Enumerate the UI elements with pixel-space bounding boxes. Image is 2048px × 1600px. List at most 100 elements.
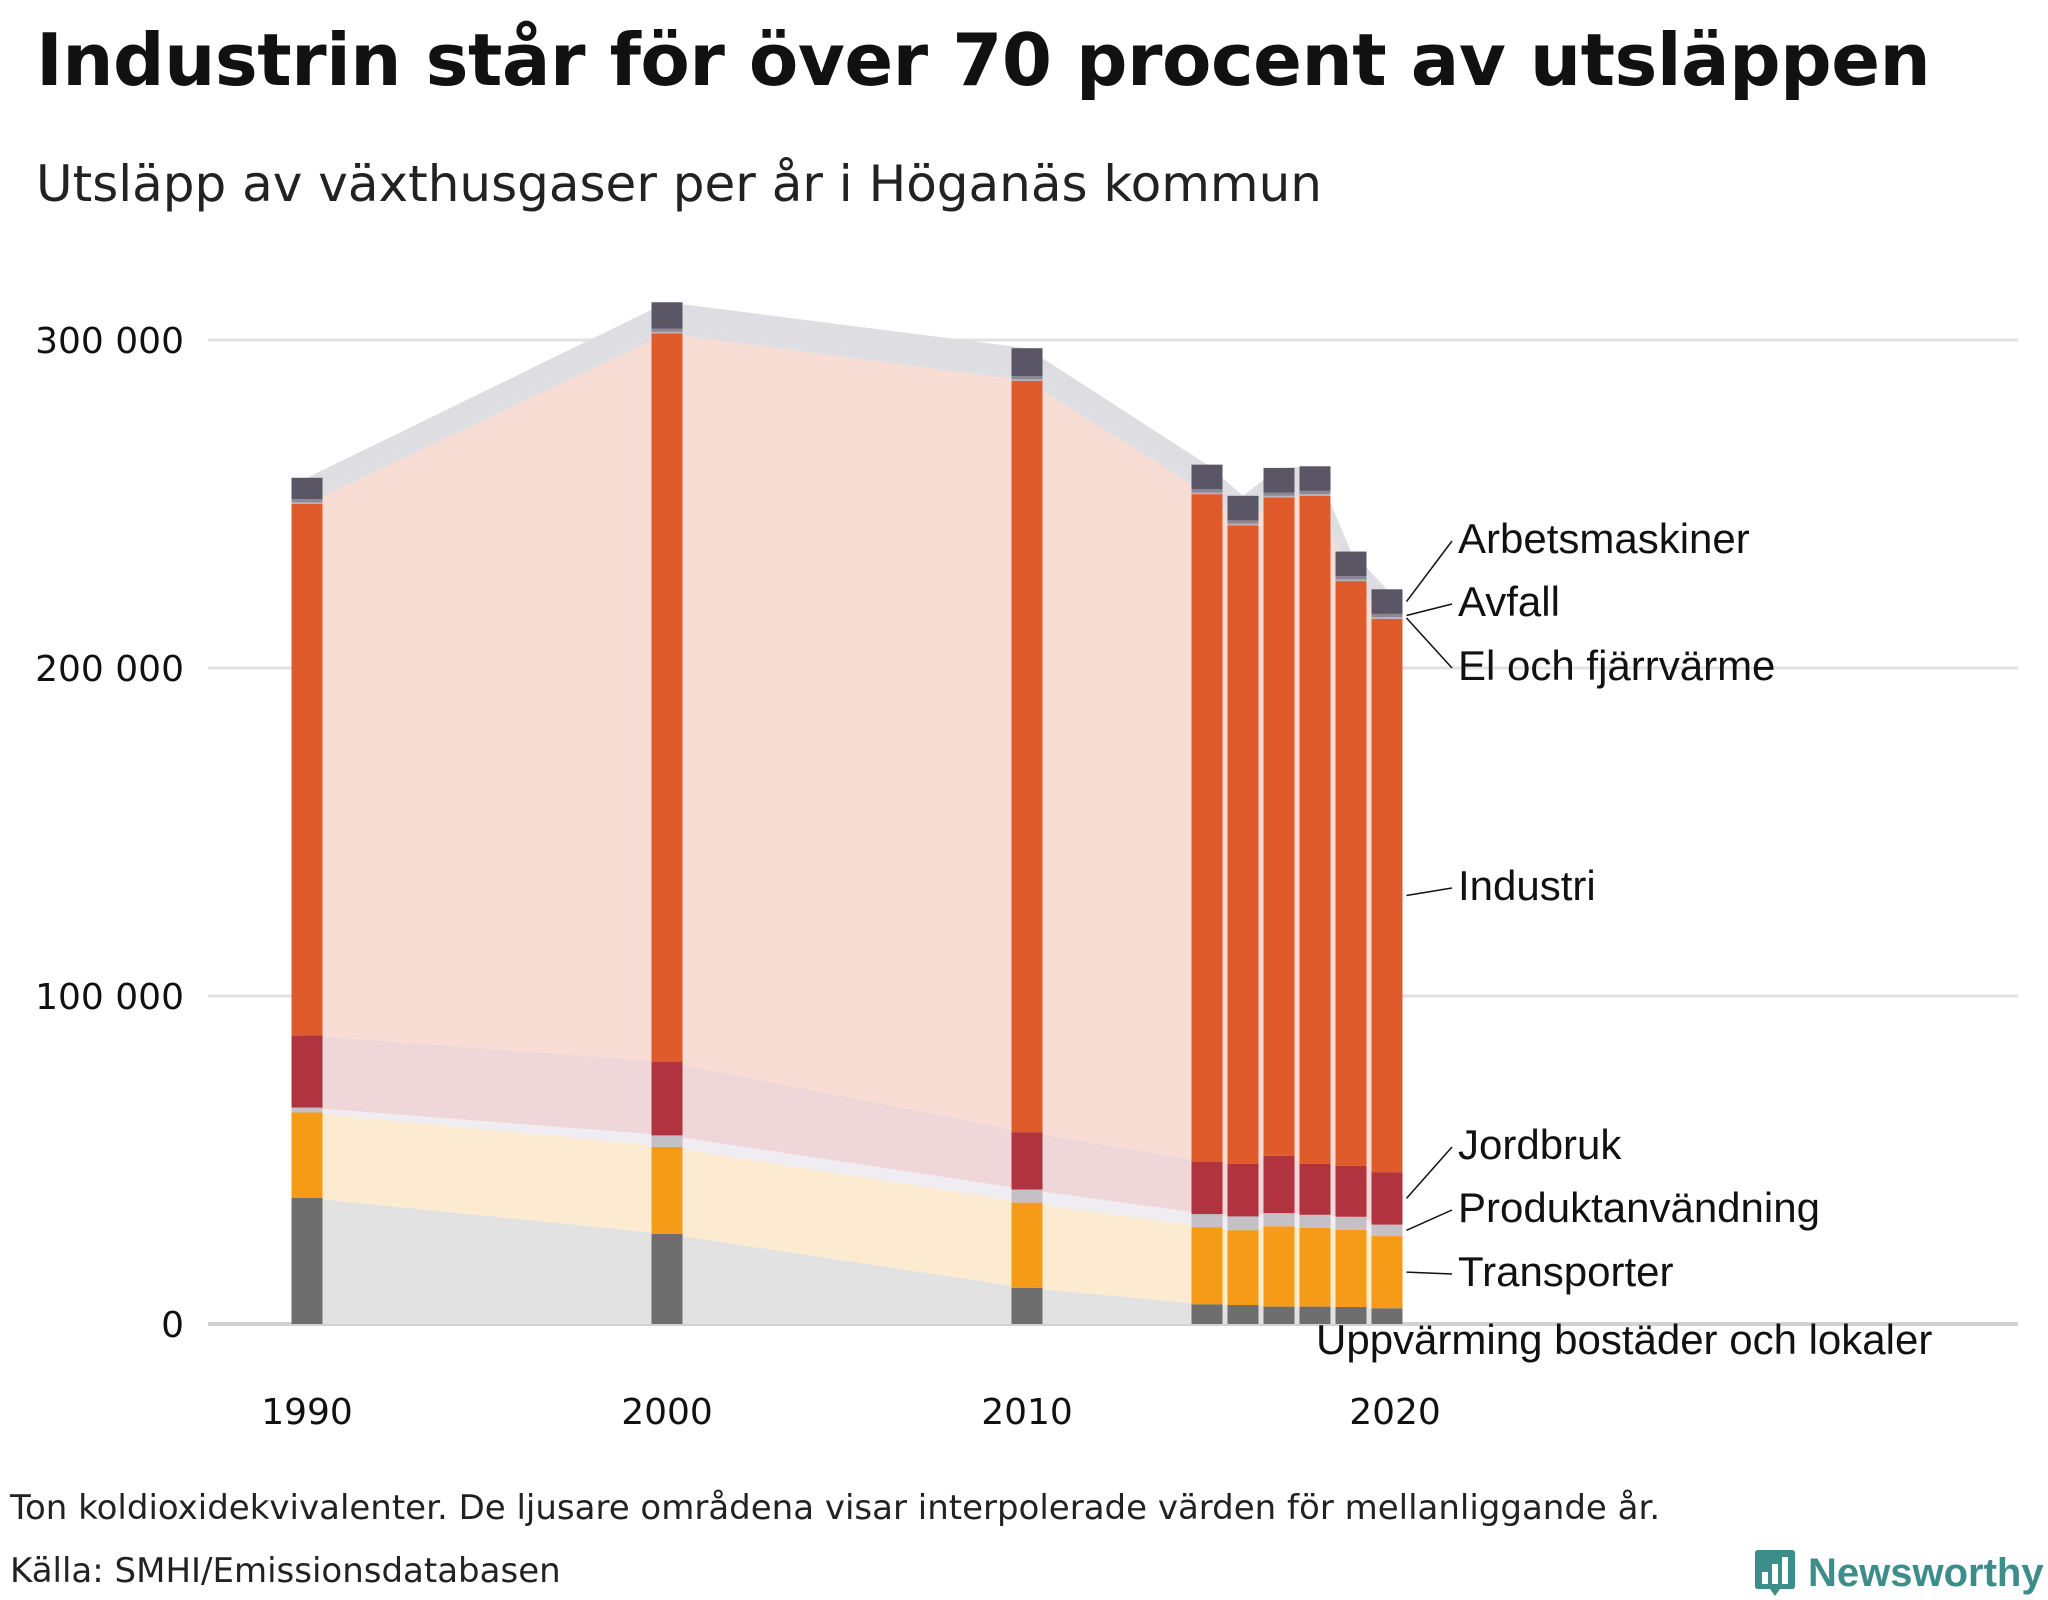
bar-segment <box>651 1135 683 1147</box>
bar-segment <box>1371 618 1403 1173</box>
bar-segment <box>291 499 323 503</box>
area-band <box>307 1107 1387 1237</box>
bar-segment <box>291 1107 323 1113</box>
leader-line <box>1406 887 1453 897</box>
bar-segment <box>1335 1229 1367 1307</box>
leader-line <box>1405 617 1453 669</box>
bar-segment <box>1227 495 1259 521</box>
bar-segment <box>1371 613 1403 618</box>
bar-segment <box>651 328 683 332</box>
series-label: Jordbruk <box>1458 1121 1622 1168</box>
bar-segment <box>1299 1306 1331 1324</box>
bar-segment <box>651 1146 683 1234</box>
bar-segment <box>1011 348 1043 377</box>
bar-segment <box>291 477 323 500</box>
bar-segment <box>1011 1287 1043 1324</box>
area-band <box>307 1112 1387 1309</box>
area-band <box>307 302 1387 614</box>
bar-segment <box>651 1061 683 1136</box>
bar-segment <box>1263 1213 1295 1227</box>
newsworthy-logo: Newsworthy <box>1754 1548 2044 1598</box>
bar-segment <box>1371 617 1403 619</box>
bar-segment <box>1011 376 1043 380</box>
y-tick-label: 300 000 <box>35 321 184 362</box>
bar-segment <box>1011 1202 1043 1288</box>
bar-segment <box>1191 1227 1223 1305</box>
bar-segment <box>1011 1132 1043 1190</box>
bar-segment <box>1227 525 1259 1164</box>
leader-line <box>1405 1146 1453 1199</box>
leader-line <box>1406 1271 1453 1275</box>
bar-segment <box>291 504 323 1036</box>
bar-segment <box>651 302 683 329</box>
bar-segment <box>1191 489 1223 493</box>
bar-segment <box>1299 494 1331 496</box>
area-band <box>307 1197 1387 1324</box>
bar-segment <box>1191 464 1223 490</box>
interpolated-areas <box>307 302 1387 1324</box>
source-note: Källa: SMHI/Emissionsdatabasen <box>10 1551 561 1591</box>
x-axis-ticks: 1990 2000 2010 2020 <box>261 1392 1441 1433</box>
x-tick-label: 1990 <box>261 1392 353 1433</box>
bar-segment <box>1371 1308 1403 1324</box>
series-label: Transporter <box>1458 1248 1674 1295</box>
bar-segment <box>1191 492 1223 495</box>
bar-segment <box>1299 1214 1331 1228</box>
series-label: Arbetsmaskiner <box>1458 515 1750 562</box>
brand-name: Newsworthy <box>1808 1550 2044 1595</box>
area-band <box>307 1035 1387 1225</box>
x-tick-label: 2000 <box>621 1392 713 1433</box>
bar-segment <box>1299 1227 1331 1307</box>
bar-segment <box>1371 1236 1403 1309</box>
bar-chart-icon <box>1755 1550 1795 1596</box>
x-tick-label: 2010 <box>981 1392 1073 1433</box>
bar-segment <box>1263 1226 1295 1307</box>
bar-segment <box>1263 1306 1295 1324</box>
bar-segment <box>1191 1214 1223 1228</box>
bar-segment <box>1335 1216 1367 1230</box>
bar-segment <box>1227 1304 1259 1324</box>
series-label: Produktanvändning <box>1458 1184 1820 1231</box>
bar-segment <box>1299 490 1331 495</box>
series-label: Avfall <box>1458 578 1560 625</box>
bar-segment <box>651 333 683 1062</box>
leader-line <box>1406 1209 1453 1232</box>
y-tick-label: 200 000 <box>35 649 184 690</box>
bar-segment <box>1227 1230 1259 1305</box>
y-tick-label: 0 <box>161 1305 184 1346</box>
bar-segment <box>291 502 323 504</box>
bar-segment <box>1191 494 1223 1162</box>
bar-segment <box>1227 1216 1259 1231</box>
bar-segment <box>1371 1172 1403 1225</box>
bar-segment <box>1191 1161 1223 1215</box>
bar-segment <box>291 1035 323 1108</box>
bar-segment <box>651 1233 683 1324</box>
y-axis-ticks: 0 100 000 200 000 300 000 <box>35 321 184 1346</box>
series-labels: Arbetsmaskiner Avfall El och fjärrvärme Ind… <box>1316 515 1932 1363</box>
area-band <box>307 333 1387 1173</box>
bar-segment <box>1227 1163 1259 1217</box>
bar-segment <box>1011 379 1043 381</box>
bar-segment <box>1371 1224 1403 1237</box>
chart-title: Industrin står för över 70 procent av ut… <box>36 18 1931 102</box>
bar-segment <box>1335 581 1367 1166</box>
bar-segment <box>1335 576 1367 580</box>
bar-segment <box>1011 1189 1043 1203</box>
bar-segment <box>1191 1304 1223 1324</box>
bar-segment <box>291 1112 323 1198</box>
bar-segment <box>651 331 683 334</box>
chart-subtitle: Utsläpp av växthusgaser per år i Höganäs… <box>36 155 1322 213</box>
bar-segment <box>1263 492 1295 496</box>
bar-segment <box>291 1197 323 1324</box>
y-tick-label: 100 000 <box>35 977 184 1018</box>
bar-segment <box>1299 466 1331 491</box>
footnote: Ton koldioxidekvivalenter. De ljusare om… <box>10 1488 1661 1528</box>
bar-segment <box>1227 523 1259 526</box>
bar-segment <box>1335 1165 1367 1217</box>
x-tick-label: 2020 <box>1349 1392 1441 1433</box>
bar-segment <box>1371 589 1403 614</box>
bar-segment <box>1263 1155 1295 1214</box>
bar-segment <box>1299 495 1331 1164</box>
bar-segment <box>1335 1306 1367 1324</box>
